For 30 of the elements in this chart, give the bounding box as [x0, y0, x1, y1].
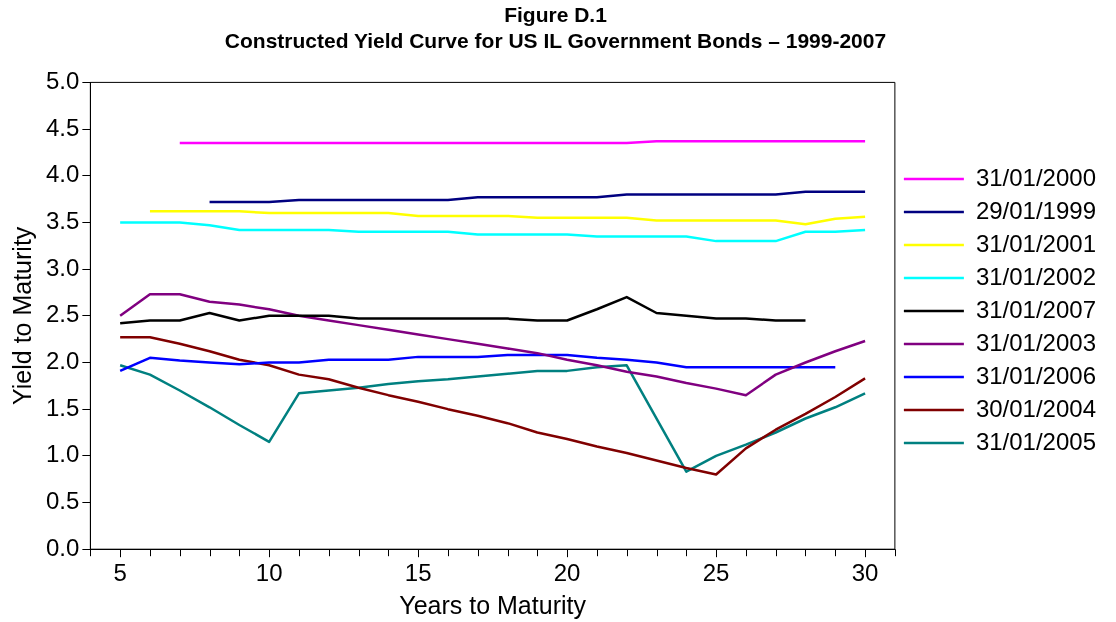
- y-tick-label: 0.5: [45, 487, 80, 515]
- y-tick-label: 4.0: [45, 160, 80, 188]
- y-tick-label: 2.5: [45, 300, 80, 328]
- x-tick-label: 5: [113, 559, 127, 587]
- y-tick-label: 5.0: [45, 67, 80, 95]
- x-tick-label: 10: [255, 559, 283, 587]
- x-tick-label: 20: [553, 559, 581, 587]
- y-tick-label: 1.0: [45, 440, 80, 468]
- y-tick-label: 0.0: [45, 533, 80, 561]
- x-tick-label: 25: [702, 559, 730, 587]
- x-tick-label: 15: [404, 559, 432, 587]
- y-tick-label: 4.5: [45, 113, 80, 141]
- legend-label: 30/01/2004: [975, 394, 1097, 422]
- legend-label: 31/01/2005: [975, 427, 1097, 455]
- y-axis-title: Yield to Maturity: [7, 226, 36, 405]
- legend-label: 31/01/2003: [975, 328, 1097, 356]
- legend-label: 31/01/2007: [975, 295, 1097, 323]
- legend-label: 31/01/2002: [975, 262, 1097, 290]
- x-tick-label: 30: [851, 559, 879, 587]
- y-tick-label: 2.0: [45, 347, 80, 375]
- legend-label: 29/01/1999: [975, 196, 1097, 224]
- y-tick-label: 1.5: [45, 393, 80, 421]
- x-axis-title: Years to Maturity: [399, 590, 587, 619]
- y-tick-label: 3.0: [45, 253, 80, 281]
- legend-label: 31/01/2006: [975, 361, 1097, 389]
- y-tick-label: 3.5: [45, 207, 80, 235]
- chart-title: Figure D.1: [504, 3, 608, 27]
- chart-subtitle: Constructed Yield Curve for US IL Government Bonds – 1999-2007: [224, 28, 887, 52]
- legend-label: 31/01/2000: [975, 163, 1097, 191]
- legend-label: 31/01/2001: [975, 229, 1097, 257]
